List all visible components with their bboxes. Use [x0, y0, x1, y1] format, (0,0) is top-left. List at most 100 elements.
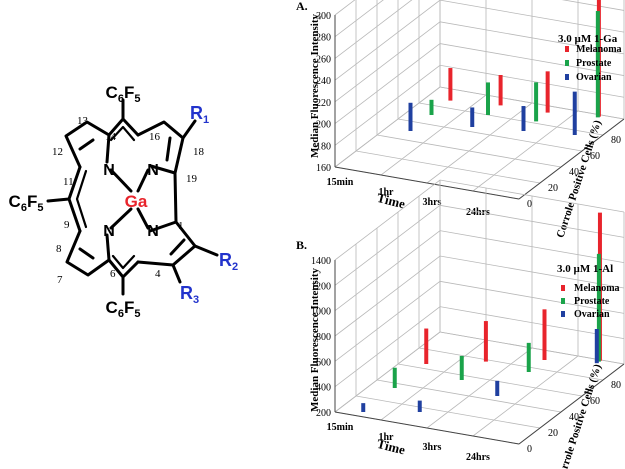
floor-grid-line: [472, 355, 579, 437]
chart-a-panel-label: A.: [296, 0, 308, 13]
corrole-skeleton: [46, 98, 219, 296]
z-tick-label: 220: [316, 98, 331, 109]
chart-a-bars: [408, 0, 601, 135]
chart-b-legend-title: 3.0 µM 1-Al: [557, 263, 613, 275]
nitrogen-label-upper-left: N: [103, 162, 115, 179]
nitrogen-label-upper-right: N: [147, 162, 159, 179]
chart-a-legend: 3.0 µM 1-Ga Melanoma Prostate Ovarian: [558, 33, 622, 83]
nitrogen-label-lower-right: N: [147, 223, 159, 240]
y-tick-label: 0: [527, 444, 532, 455]
floor-grid-line: [397, 363, 583, 397]
position-number-4: 4: [155, 268, 161, 280]
chart-b-legend-ovarian: Ovarian: [574, 309, 610, 320]
floor-grid-line: [426, 347, 533, 429]
z-grid-line: [334, 0, 384, 38]
y-axis-line: [518, 363, 625, 445]
chart-b-legend-melanoma: Melanoma: [574, 283, 620, 294]
y-tick-label: 20: [548, 428, 558, 439]
x-tick-label: 15min: [327, 422, 354, 433]
chart-a-x-axis-label: Time: [375, 190, 407, 212]
floor-grid-line: [355, 395, 541, 429]
z-tick-label: 1400: [311, 256, 331, 267]
z-grid-line: [334, 0, 625, 81]
z-tick-label: 600: [316, 357, 331, 368]
y-tick-label: 40: [569, 412, 579, 423]
position-number-6: 6: [110, 268, 116, 280]
x-axis-line: [334, 411, 520, 445]
z-tick-label: 160: [316, 163, 331, 174]
position-number-7: 7: [57, 274, 63, 286]
floor-grid-line: [426, 102, 533, 184]
x-tick-label: 15min: [327, 177, 354, 188]
floor-grid-line: [439, 331, 625, 365]
chart-a-legend-ovarian: Ovarian: [576, 72, 612, 83]
floor-grid-line: [439, 86, 625, 120]
chart-b-legend-prostate: Prostate: [574, 296, 610, 307]
y-tick-label: 60: [590, 151, 600, 162]
y-tick-label: 80: [611, 380, 621, 391]
z-tick-label: 200: [316, 408, 331, 419]
y-tick-label: 20: [548, 183, 558, 194]
position-number-19: 19: [186, 173, 198, 185]
z-grid-line: [334, 204, 625, 286]
chart-a-x-tick-labels: 15min 1hr 3hrs 24hrs: [327, 177, 490, 218]
position-number-18: 18: [193, 146, 205, 158]
chart-a-legend-title: 3.0 µM 1-Ga: [558, 33, 618, 45]
z-tick-label: 260: [316, 54, 331, 65]
y-tick-label: 80: [611, 135, 621, 146]
chart-a-grid: [334, 0, 625, 200]
chart-b-legend-swatch-melanoma: [561, 285, 565, 291]
z-grid-line: [334, 64, 625, 146]
z-tick-label: 280: [316, 33, 331, 44]
chart-b-x-axis-label: Time: [375, 436, 407, 458]
c6f5-top-label: C6F5: [106, 83, 141, 105]
x-axis-line: [334, 166, 520, 200]
x-tick-label: 24hrs: [466, 452, 490, 463]
x-tick-label: 24hrs: [466, 207, 490, 218]
r1-label: R1: [190, 103, 209, 126]
z-grid-line: [334, 179, 625, 261]
floor-grid-line: [397, 118, 583, 152]
floor-grid-line: [418, 102, 604, 136]
chart-b-z-axis-label: Median Fluorescence Intensity: [309, 268, 321, 413]
z-tick-label: 400: [316, 383, 331, 394]
chart-b-z-tick-labels: 200 400 600 800 1000 1200 1400: [311, 256, 331, 419]
chart-b-legend-swatch-prostate: [561, 298, 565, 304]
z-tick-label: 240: [316, 76, 331, 87]
chart-b-bars: [361, 212, 602, 412]
chart-b-y-axis-label: Corrole Positive Cells (%): [554, 362, 603, 469]
x-tick-label: 1hr: [379, 187, 395, 198]
y-tick-label: 40: [569, 167, 579, 178]
position-number-16: 16: [149, 131, 161, 143]
position-number-13: 13: [77, 115, 89, 127]
y-tick-label: 0: [527, 199, 532, 210]
chart-b-x-tick-labels: 15min 1hr 3hrs 24hrs: [327, 422, 490, 463]
z-grid-line: [334, 331, 625, 413]
c6f5-bottom-label: C6F5: [106, 298, 141, 320]
chart-b-legend: 3.0 µM 1-Al Melanoma Prostate Ovarian: [557, 263, 620, 320]
floor-grid-line: [518, 118, 625, 200]
z-tick-label: 1000: [311, 307, 331, 318]
floor-grid-line: [355, 150, 541, 184]
x-tick-label: 1hr: [379, 432, 395, 443]
chart-a-z-axis-label: Median Fluorescence Intensity: [309, 14, 321, 159]
floor-grid-line: [334, 411, 520, 445]
nitrogen-label-lower-left: N: [103, 223, 115, 240]
floor-grid-line: [472, 110, 579, 192]
z-grid-line: [334, 255, 625, 337]
floor-grid-line: [376, 134, 562, 168]
metal-label: Ga: [125, 192, 148, 211]
chart-a-legend-swatch-ovarian: [565, 74, 569, 80]
c6f5-left-label: C6F5: [9, 192, 44, 214]
chart-b-grid: [334, 179, 625, 445]
position-number-14: 14: [105, 131, 117, 143]
position-number-12: 12: [52, 146, 63, 158]
floor-grid-line: [380, 339, 487, 421]
chart-b-legend-swatch-ovarian: [561, 311, 565, 317]
position-number-1: 1: [178, 220, 184, 232]
floor-grid-line: [334, 86, 441, 168]
y-tick-label: 60: [590, 396, 600, 407]
floor-grid-line: [334, 166, 520, 200]
floor-grid-line: [418, 347, 604, 381]
z-grid-line: [334, 280, 625, 362]
